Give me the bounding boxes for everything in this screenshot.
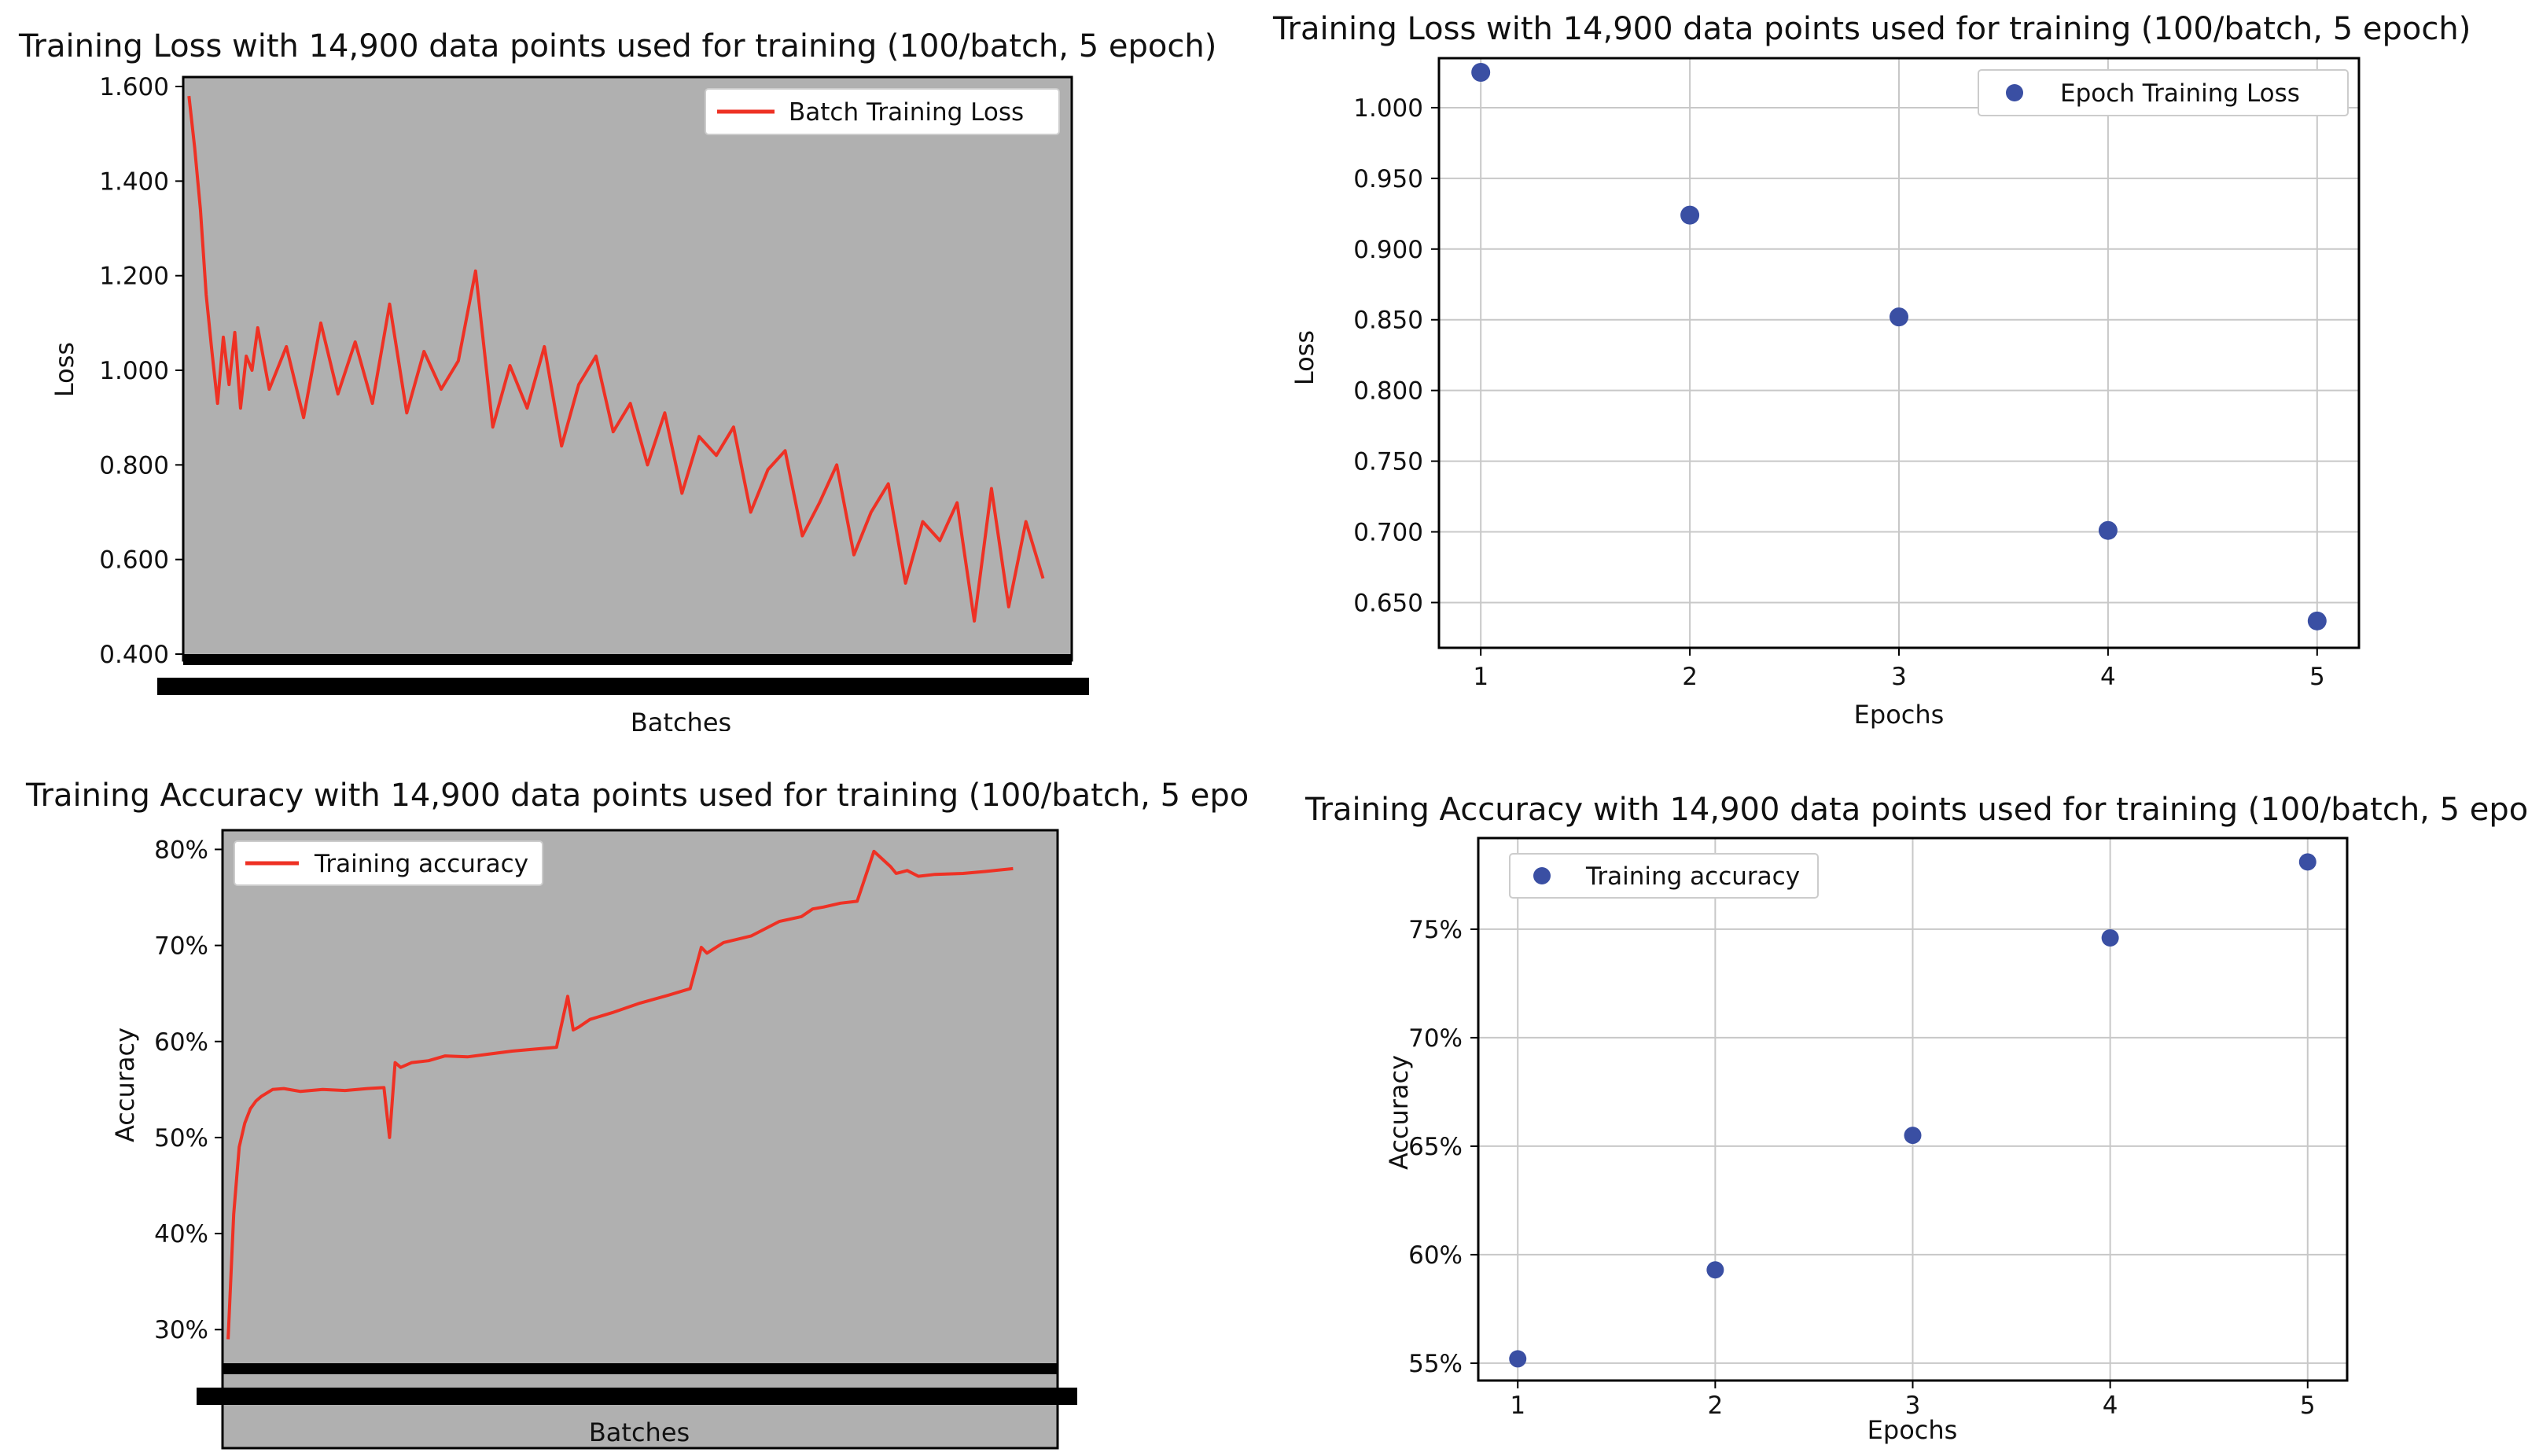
y-tick-label: 0.800 — [99, 451, 169, 480]
epoch-accuracy-point — [2298, 853, 2316, 871]
y-axis-label: Loss — [1290, 330, 1319, 385]
legend: Training accuracy — [1509, 853, 1819, 899]
y-tick-label: 0.850 — [1353, 307, 1423, 335]
y-tick-label: 70% — [154, 932, 208, 961]
y-axis-label: Accuracy — [110, 1028, 140, 1142]
y-tick-label: 1.600 — [99, 73, 169, 101]
x-axis-label: Epochs — [1854, 700, 1945, 730]
legend-box — [234, 840, 543, 886]
x-tick-label: 3 — [1891, 663, 1907, 691]
chart-title: Training Loss with 14,900 data points us… — [1272, 11, 2471, 47]
epoch-accuracy-point — [1904, 1127, 1922, 1145]
batch-loss-svg: Training Loss with 14,900 data points us… — [18, 28, 1216, 731]
x-axis-bar — [223, 1363, 1058, 1374]
x-tick-labels-overlap — [157, 678, 1089, 695]
y-tick-label: 0.400 — [99, 641, 169, 669]
epoch-loss-point — [1471, 62, 1491, 82]
training-accuracy-line — [226, 849, 1014, 1340]
x-tick-labels-overlap — [197, 1388, 1077, 1405]
y-tick-label: 1.000 — [99, 357, 169, 385]
x-tick-label: 2 — [1682, 663, 1698, 691]
y-tick-label: 75% — [1408, 916, 1463, 944]
x-axis-label: Batches — [589, 1417, 690, 1447]
x-tick-label: 1 — [1510, 1392, 1525, 1420]
x-axis-bar — [183, 654, 1072, 665]
y-tick-label: 0.800 — [1353, 377, 1423, 406]
y-tick-label: 30% — [154, 1316, 208, 1344]
legend-marker-swatch — [1533, 867, 1551, 884]
x-axis-label: Batches — [631, 708, 731, 731]
y-tick-label: 55% — [1408, 1350, 1463, 1378]
legend: Training accuracy — [234, 840, 543, 886]
x-tick-label: 1 — [1473, 663, 1488, 691]
batch-accuracy-chart: Training Accuracy with 14,900 data point… — [0, 755, 1250, 1456]
x-tick-label: 5 — [2300, 1392, 2316, 1420]
plot-area — [182, 75, 1073, 662]
epoch-accuracy-point — [2101, 928, 2119, 947]
legend-label: Batch Training Loss — [789, 98, 1024, 127]
epoch-accuracy-chart: Training Accuracy with 14,900 data point… — [1250, 755, 2528, 1456]
epoch-accuracy-point — [1706, 1261, 1724, 1279]
epoch-loss-point — [1890, 307, 1908, 327]
y-tick-label: 65% — [1408, 1133, 1463, 1161]
legend-label: Training accuracy — [1585, 862, 1800, 891]
y-tick-label: 0.650 — [1353, 589, 1423, 617]
batch-loss-chart: Training Loss with 14,900 data points us… — [0, 0, 1250, 731]
y-tick-label: 40% — [154, 1220, 208, 1248]
y-tick-label: 1.000 — [1353, 94, 1423, 123]
y-tick-label: 0.900 — [1353, 236, 1423, 264]
epoch-accuracy-svg: Training Accuracy with 14,900 data point… — [1304, 792, 2528, 1445]
y-tick-label: 1.200 — [99, 263, 169, 291]
legend: Batch Training Loss — [705, 88, 1060, 135]
y-tick-label: 0.950 — [1353, 165, 1423, 193]
y-tick-label: 60% — [154, 1028, 208, 1057]
epoch-loss-point — [2307, 611, 2327, 631]
epoch-loss-point — [2098, 520, 2118, 540]
x-tick-label: 2 — [1707, 1392, 1723, 1420]
y-tick-label: 1.400 — [99, 167, 169, 196]
x-tick-label: 5 — [2309, 663, 2325, 691]
chart-title: Training Accuracy with 14,900 data point… — [1304, 792, 2528, 828]
epoch-loss-chart: Training Loss with 14,900 data points us… — [1250, 0, 2528, 731]
plot-area — [221, 829, 1059, 1450]
epoch-accuracy-point — [1509, 1350, 1527, 1368]
chart-title: Training Accuracy with 14,900 data point… — [25, 778, 1250, 814]
legend-box — [1978, 69, 2349, 116]
epoch-loss-point — [1680, 205, 1700, 225]
y-tick-label: 70% — [1408, 1024, 1463, 1053]
legend-box — [705, 88, 1060, 135]
legend-box — [1509, 853, 1819, 899]
y-axis-label: Accuracy — [1384, 1055, 1414, 1170]
x-tick-label: 4 — [2100, 663, 2116, 691]
legend-label: Epoch Training Loss — [2060, 79, 2300, 108]
x-tick-label: 4 — [2103, 1392, 2118, 1420]
batch-loss-line — [187, 95, 1045, 623]
x-axis-label: Epochs — [1867, 1415, 1958, 1445]
y-axis-label: Loss — [50, 342, 79, 397]
x-tick-label: 3 — [1905, 1392, 1921, 1420]
y-tick-label: 50% — [154, 1124, 208, 1153]
y-tick-label: 0.750 — [1353, 448, 1423, 476]
y-tick-label: 60% — [1408, 1241, 1463, 1270]
y-tick-label: 80% — [154, 836, 208, 864]
y-tick-label: 0.700 — [1353, 519, 1423, 547]
chart-title: Training Loss with 14,900 data points us… — [18, 28, 1216, 64]
legend-marker-swatch — [2006, 84, 2023, 101]
y-tick-label: 0.600 — [99, 546, 169, 575]
batch-accuracy-svg: Training Accuracy with 14,900 data point… — [25, 778, 1250, 1450]
legend-label: Training accuracy — [314, 850, 528, 878]
legend: Epoch Training Loss — [1978, 69, 2349, 116]
epoch-loss-svg: Training Loss with 14,900 data points us… — [1272, 11, 2471, 730]
